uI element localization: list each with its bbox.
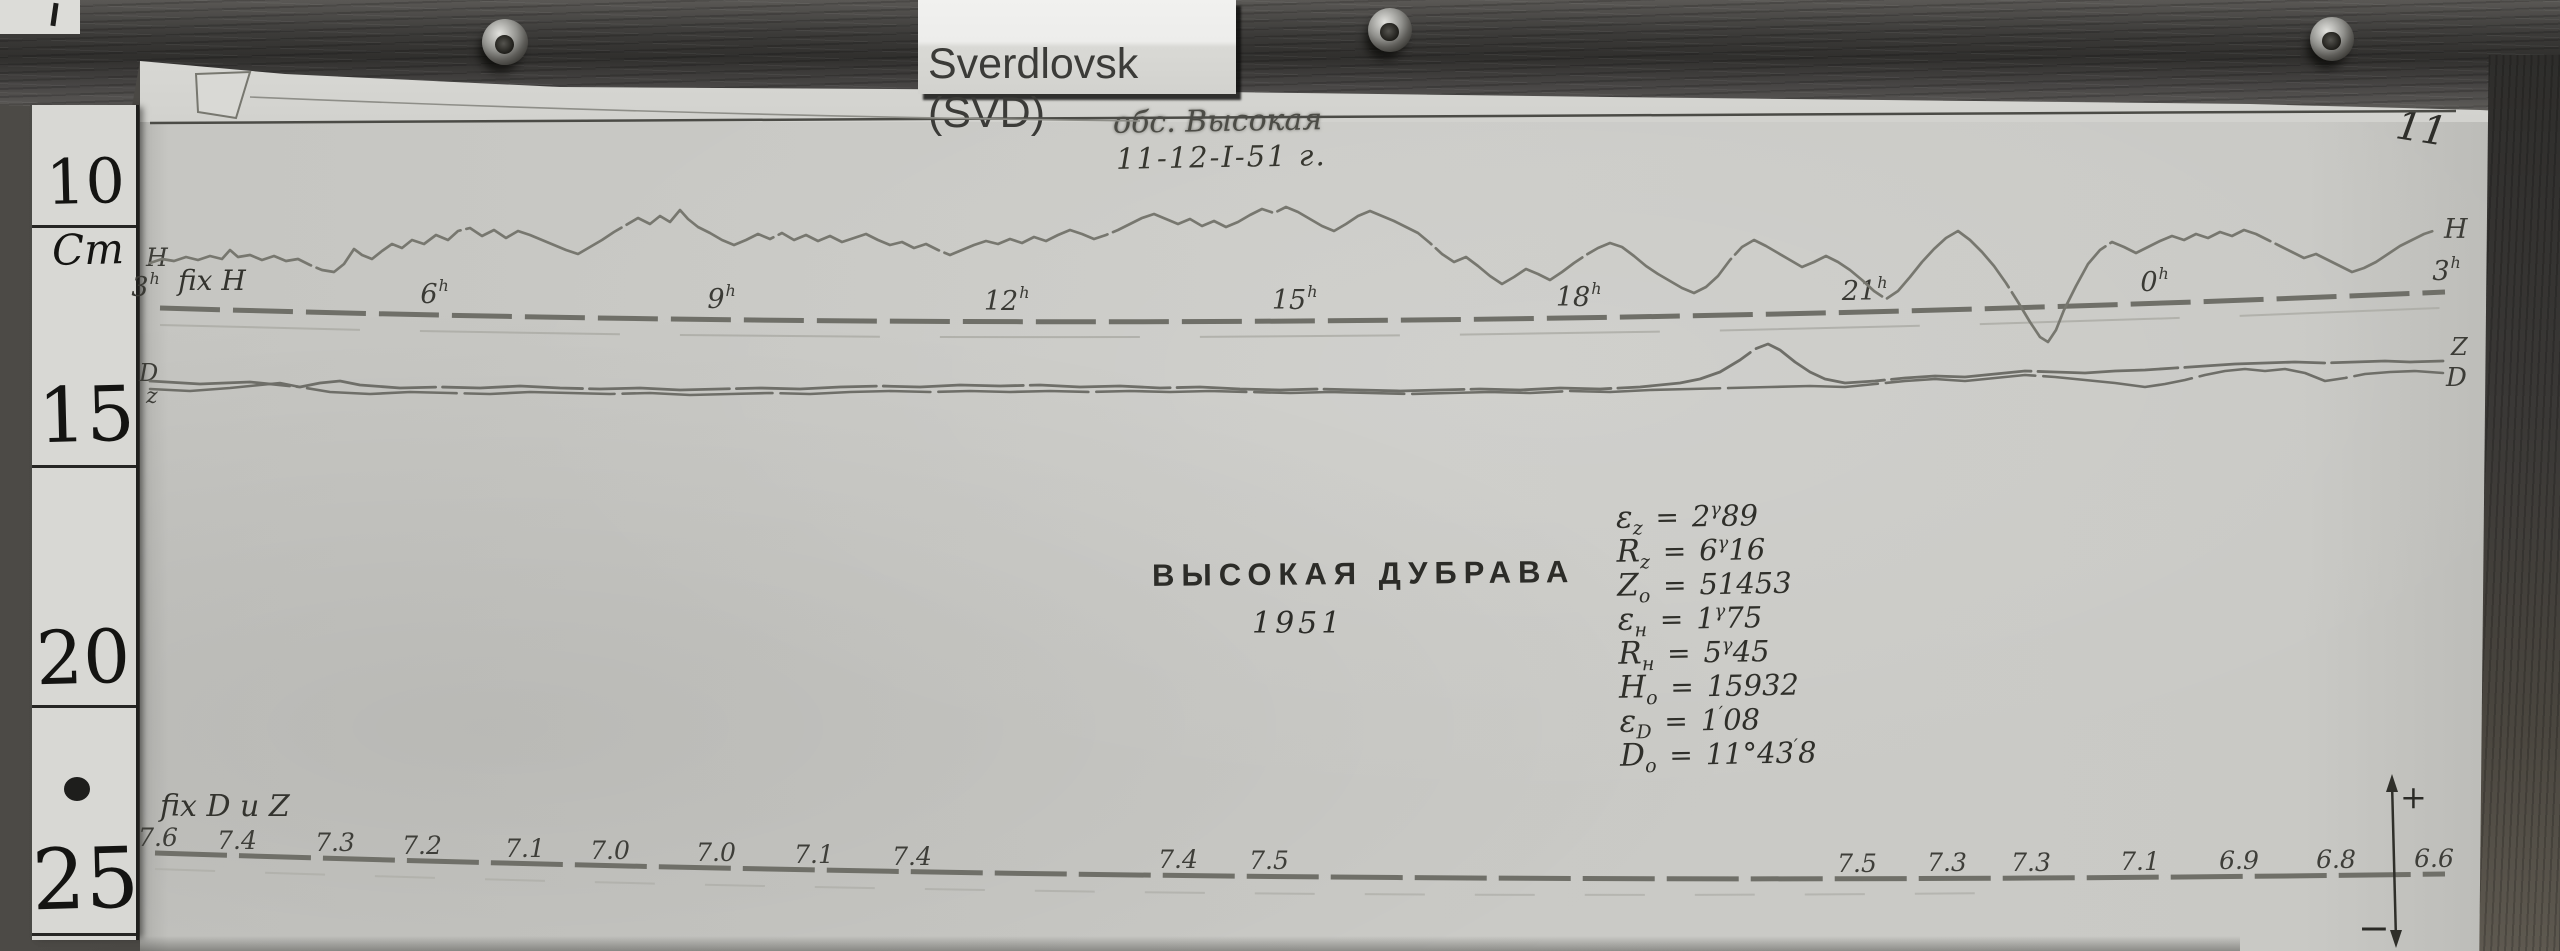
d-trace-end-label: D: [2446, 363, 2467, 393]
fix-dz-baseline-dashed: [154, 850, 2446, 882]
polarity-minus-label: −: [2358, 906, 2390, 950]
fix-dz-value: 7.1: [794, 839, 834, 869]
sheet-top-edge-line: [149, 109, 2457, 125]
hour-tick-label: 12h: [983, 282, 1030, 317]
station-label-text: Sverdlovsk (SVD): [928, 40, 1139, 137]
hour-tick-label: 15h: [1271, 282, 1318, 317]
hour-tick-label: 3h: [2432, 252, 2461, 287]
screw-hole-icon: [1380, 22, 1399, 42]
fix-dz-value: 7.3: [315, 828, 355, 858]
clamp-screw-icon: [482, 19, 528, 65]
fix-dz-value: 7.4: [217, 825, 257, 855]
fix-dz-value: 7.4: [892, 841, 932, 871]
fix-dz-baseline-faint: [154, 868, 2001, 896]
magnetic-traces: [148, 205, 2445, 397]
magnetogram-sheet: [140, 56, 2492, 951]
clamp-screw-icon: [1368, 8, 1412, 52]
fix-d-z-label: fix D и Z: [160, 789, 290, 824]
ruler-division-line: [32, 933, 136, 936]
polarity-plus-label: +: [2400, 778, 2427, 816]
fix-dz-value: 7.6: [138, 823, 178, 853]
fix-dz-value: 7.0: [696, 837, 736, 867]
z-trace-end-label: Z: [2451, 333, 2468, 361]
h-trace-start-label: H: [146, 243, 168, 272]
fix-dz-value: 7.1: [505, 833, 545, 863]
hour-baseline-dashed: [159, 289, 2446, 325]
hour-tick-label: 6h: [420, 275, 449, 310]
fix-dz-value: 6.9: [2219, 846, 2259, 876]
fix-dz-value: 6.6: [2414, 844, 2454, 874]
cm-ruler: 10 Ст 15 20 25: [30, 105, 140, 940]
trace-D: [148, 367, 2445, 397]
fix-dz-value: 7.1: [2120, 847, 2160, 877]
fix-dz-value: 6.8: [2316, 845, 2356, 875]
hour-tick-label: 9h: [707, 280, 736, 315]
ruler-hole-dot: [64, 777, 90, 801]
h-trace-end-label: H: [2444, 214, 2468, 245]
hour-tick-label: 21h: [1841, 272, 1888, 307]
clamp-screw-icon: [2310, 17, 2354, 61]
ruler-division-line: [32, 465, 136, 468]
screw-hole-icon: [494, 34, 515, 54]
fix-dz-value: 7.3: [2011, 848, 2051, 878]
z-trace-start-label: z: [146, 384, 158, 409]
fix-dz-value: 7.5: [1837, 848, 1877, 878]
sheet-bottom-shadow: [140, 936, 2240, 951]
polarity-arrow: [2386, 774, 2402, 948]
paper-fold-wedge: [194, 70, 252, 120]
fix-dz-value: 7.3: [1927, 848, 1967, 878]
hour-baseline-faint: [159, 307, 2441, 339]
fix-dz-value: 7.0: [590, 835, 630, 865]
trace-H: [148, 205, 2438, 344]
fix-h-label: fix H: [178, 264, 246, 297]
ruler-division-line: [32, 225, 136, 228]
trace-Z: [148, 342, 2445, 393]
screw-hole-icon: [2322, 31, 2341, 51]
hour-tick-label: 18h: [1555, 278, 1602, 313]
fix-dz-value: 7.2: [402, 830, 442, 860]
ruler-division-line: [32, 705, 136, 708]
station-year: 1951: [1252, 606, 1345, 641]
fix-dz-value: 7.5: [1249, 846, 1289, 876]
ruler-top-fragment: [0, 0, 80, 34]
station-label-card: Sverdlovsk (SVD): [918, 0, 1236, 137]
hour-tick-label: 0h: [2140, 264, 2169, 299]
hour-tick-label: 3h: [131, 268, 160, 303]
paper-crease-line: [249, 96, 1141, 122]
fix-dz-value: 7.4: [1158, 845, 1198, 875]
